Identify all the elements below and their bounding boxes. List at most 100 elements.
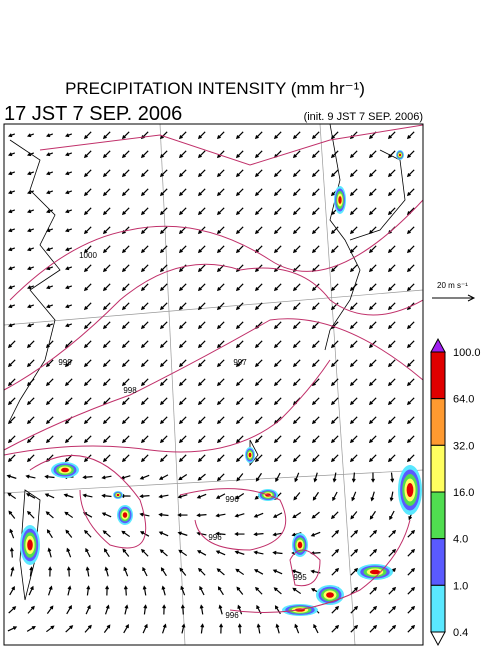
wind-arrow <box>349 397 358 406</box>
wind-arrow <box>237 623 242 634</box>
wind-arrow <box>216 226 225 235</box>
wind-arrow <box>179 567 187 576</box>
wind-arrow <box>310 531 321 537</box>
wind-arrow <box>26 340 35 349</box>
wind-arrow <box>64 511 74 519</box>
wind-arrow <box>311 511 320 519</box>
wind-arrow <box>254 416 263 425</box>
wind-arrow <box>387 454 396 463</box>
wind-arrow <box>83 321 92 330</box>
wind-arrow <box>406 283 415 292</box>
wind-arrow <box>10 566 15 577</box>
wind-arrow <box>27 304 35 309</box>
wind-arrow <box>7 416 16 425</box>
wind-arrow <box>139 512 150 517</box>
wind-arrow <box>197 321 206 330</box>
wind-arrow <box>7 359 16 368</box>
rain-cell <box>297 541 303 549</box>
wind-arrow <box>235 188 244 197</box>
wind-arrow <box>330 169 339 178</box>
wind-arrow <box>292 150 301 159</box>
wind-arrow <box>178 131 187 140</box>
wind-arrow <box>140 188 149 197</box>
wind-arrow <box>102 207 111 216</box>
wind-arrow <box>102 454 111 463</box>
wind-arrow <box>369 548 378 557</box>
wind-arrow <box>64 435 73 444</box>
wind-arrow <box>65 209 73 214</box>
wind-arrow <box>292 207 301 216</box>
wind-arrow <box>311 321 320 330</box>
wind-arrow <box>368 378 377 387</box>
wind-arrow <box>349 283 358 292</box>
colorbar: 100.0 64.0 32.0 16.0 4.0 1.0 0.4 <box>430 337 481 647</box>
wind-arrow <box>102 435 111 444</box>
wind-arrow <box>102 530 111 538</box>
wind-arrow <box>273 397 282 406</box>
wind-arrow <box>178 416 187 425</box>
wind-arrow <box>178 283 187 292</box>
wind-arrow <box>103 548 110 558</box>
wind-arrow <box>197 150 206 159</box>
wind-arrow <box>388 605 397 614</box>
wind-arrow <box>6 474 17 479</box>
wind-arrow <box>140 150 149 159</box>
wind-arrow <box>121 359 130 368</box>
wind-arrow <box>83 169 92 178</box>
wind-arrow <box>199 604 204 615</box>
colorbar-cap <box>430 631 446 647</box>
wind-arrow <box>273 131 282 140</box>
wind-arrow <box>124 604 129 615</box>
title: PRECIPITATION INTENSITY (mm hr⁻¹) <box>65 79 365 98</box>
wind-arrow <box>159 359 168 368</box>
wind-arrow <box>196 550 207 556</box>
wind-arrow <box>121 378 130 387</box>
wind-arrow <box>27 247 35 252</box>
wind-arrow <box>197 359 206 368</box>
wind-arrow <box>330 416 339 425</box>
wind-arrow <box>142 585 147 596</box>
colorbar-label: 4.0 <box>453 534 468 546</box>
wind-arrow <box>178 397 187 406</box>
rain-cell <box>338 196 342 204</box>
wind-arrow <box>8 323 16 328</box>
wind-arrow <box>330 283 339 292</box>
wind-arrow <box>311 302 320 311</box>
wind-arrow <box>273 245 282 254</box>
wind-arrow <box>368 226 377 235</box>
wind-arrow <box>122 548 130 557</box>
wind-arrow <box>197 207 206 216</box>
wind-arrow <box>142 566 148 577</box>
wind-arrow <box>349 378 358 387</box>
wind-arrow <box>255 586 263 595</box>
wind-arrow <box>406 321 415 330</box>
wind-arrow <box>121 169 130 178</box>
wind-arrow <box>234 513 245 518</box>
wind-arrow <box>7 492 17 500</box>
wind-arrow <box>159 340 168 349</box>
wind-arrow <box>369 529 378 538</box>
wind-arrow <box>159 321 168 330</box>
wind-arrow <box>104 566 109 577</box>
wind-arrow <box>83 150 92 159</box>
wind-arrow <box>140 226 149 235</box>
wind-arrow <box>104 604 110 615</box>
wind-arrow <box>196 513 207 518</box>
wind-arrow <box>65 323 73 328</box>
wind-arrow <box>216 340 225 349</box>
wind-arrow <box>368 416 377 425</box>
colorbar-label: 0.4 <box>453 627 468 639</box>
wind-arrow <box>45 378 54 387</box>
wind-arrow <box>216 169 225 178</box>
colorbar-cap <box>430 337 446 353</box>
wind-arrow <box>272 532 283 537</box>
wind-arrow <box>216 321 225 330</box>
wind-arrow <box>103 624 111 633</box>
wind-arrow <box>253 550 264 555</box>
isobar <box>9 199 423 301</box>
wind-arrow <box>406 454 415 463</box>
wind-arrow <box>159 435 168 444</box>
wind-arrow <box>387 378 396 387</box>
rain-cell <box>122 512 128 518</box>
wind-arrow <box>292 321 301 330</box>
